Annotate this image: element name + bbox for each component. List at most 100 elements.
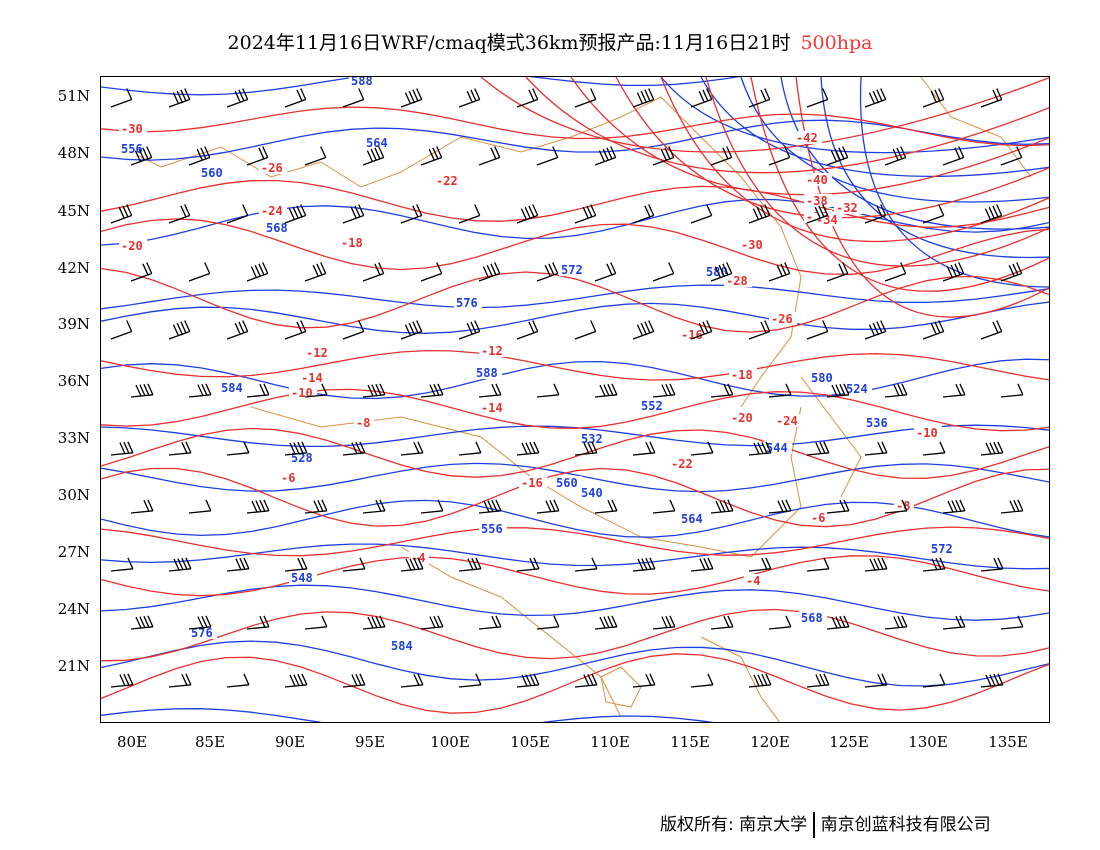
- wind-barb: [922, 204, 945, 224]
- wind-barb: [922, 441, 946, 456]
- temperature-label: -12: [306, 346, 328, 360]
- wind-barb: [246, 499, 270, 514]
- wind-barb: [806, 441, 830, 456]
- wind-barb: [110, 204, 133, 224]
- wind-barb: [864, 320, 887, 340]
- height-label-bg: [474, 366, 502, 379]
- temperature-label-bg: [739, 238, 767, 251]
- wind-barb: [420, 499, 444, 514]
- wind-barb: [768, 146, 791, 166]
- wind-barb: [400, 320, 423, 340]
- temperature-label: -14: [481, 401, 503, 415]
- temperature-label-bg: [809, 511, 829, 524]
- wind-barb: [806, 320, 829, 340]
- wind-barb: [458, 204, 481, 224]
- temperature-contour: [750, 77, 1049, 292]
- wind-barb: [864, 557, 888, 572]
- wind-barb: [922, 557, 946, 572]
- wind-barb: [922, 88, 945, 108]
- wind-barb: [420, 383, 444, 398]
- wind-barb: [980, 557, 1004, 572]
- lon-tick-label: 110E: [590, 733, 630, 751]
- wind-barb: [980, 320, 1003, 340]
- height-label-bg: [219, 381, 247, 394]
- temperature-label: -16: [681, 328, 703, 342]
- wind-barb: [168, 557, 192, 572]
- height-label: 556: [481, 522, 503, 536]
- wind-barb: [130, 499, 154, 514]
- wind-barb: [130, 383, 154, 398]
- temperature-label: -10: [916, 426, 938, 440]
- wind-barb: [362, 499, 386, 514]
- lon-tick-label: 130E: [908, 733, 948, 751]
- wind-barb: [246, 383, 270, 398]
- wind-barb: [652, 146, 675, 166]
- wind-barb: [942, 499, 966, 514]
- wind-barb: [536, 146, 559, 166]
- wind-barb: [1000, 383, 1024, 398]
- wind-barb: [690, 320, 713, 340]
- wind-barb: [826, 499, 850, 514]
- wind-barb: [188, 499, 212, 514]
- province-boundary: [400, 96, 662, 173]
- temperature-contour: [101, 526, 1049, 557]
- wind-barb: [884, 146, 907, 166]
- wind-barb: [516, 320, 539, 340]
- temperature-label-bg: [729, 368, 757, 381]
- copyright-right: 南京创蓝科技有限公司: [820, 815, 991, 835]
- temperature-contour: [101, 467, 1049, 528]
- wind-barb: [632, 320, 655, 340]
- lat-tick-label: 48N: [57, 144, 90, 162]
- height-label: 580: [811, 371, 833, 385]
- province-boundary: [250, 406, 642, 538]
- height-contour: [820, 77, 1049, 259]
- wind-barb: [362, 146, 385, 166]
- temperature-label: -6: [281, 471, 295, 485]
- wind-barb: [884, 262, 907, 282]
- height-label: 588: [351, 77, 373, 88]
- wind-barb: [806, 204, 829, 224]
- wind-barb: [806, 557, 830, 572]
- temperature-contour: [570, 77, 1049, 196]
- wind-barb: [284, 88, 307, 108]
- wind-barb: [284, 320, 307, 340]
- temperature-label: -18: [731, 368, 753, 382]
- height-label-bg: [289, 571, 317, 584]
- wind-barb: [304, 262, 327, 282]
- height-label: 572: [931, 542, 953, 556]
- height-label: 564: [366, 136, 388, 150]
- wind-barb: [690, 673, 714, 688]
- temperature-label-bg: [834, 201, 862, 214]
- wind-barb: [710, 615, 734, 630]
- temperature-contour: [101, 427, 1049, 479]
- wind-barb: [748, 204, 771, 224]
- wind-barb: [226, 320, 249, 340]
- height-label-bg: [639, 399, 667, 412]
- wind-barb: [110, 673, 134, 688]
- temperature-contour: [101, 218, 1049, 275]
- wind-barb: [826, 146, 849, 166]
- wind-barb: [922, 673, 946, 688]
- temperature-label-bg: [259, 204, 287, 217]
- wind-barb: [980, 204, 1003, 224]
- wind-barb: [478, 383, 502, 398]
- lon-tick-label: 100E: [430, 733, 470, 751]
- temperature-label: -26: [771, 312, 793, 326]
- wind-barb: [710, 262, 733, 282]
- height-label-bg: [559, 263, 587, 276]
- wind-barb: [922, 320, 945, 340]
- temperature-label-bg: [259, 161, 287, 174]
- wind-barb: [400, 557, 424, 572]
- height-label: 584: [221, 381, 243, 395]
- wind-barb: [458, 88, 481, 108]
- wind-barb: [884, 383, 908, 398]
- wind-barb: [226, 204, 249, 224]
- wind-barb: [478, 262, 501, 282]
- height-label-bg: [199, 166, 227, 179]
- lat-tick-label: 42N: [57, 259, 90, 277]
- wind-barb: [458, 557, 482, 572]
- wind-barb: [516, 441, 540, 456]
- wind-barb: [420, 615, 444, 630]
- height-label-bg: [364, 136, 392, 149]
- wind-barb: [632, 557, 656, 572]
